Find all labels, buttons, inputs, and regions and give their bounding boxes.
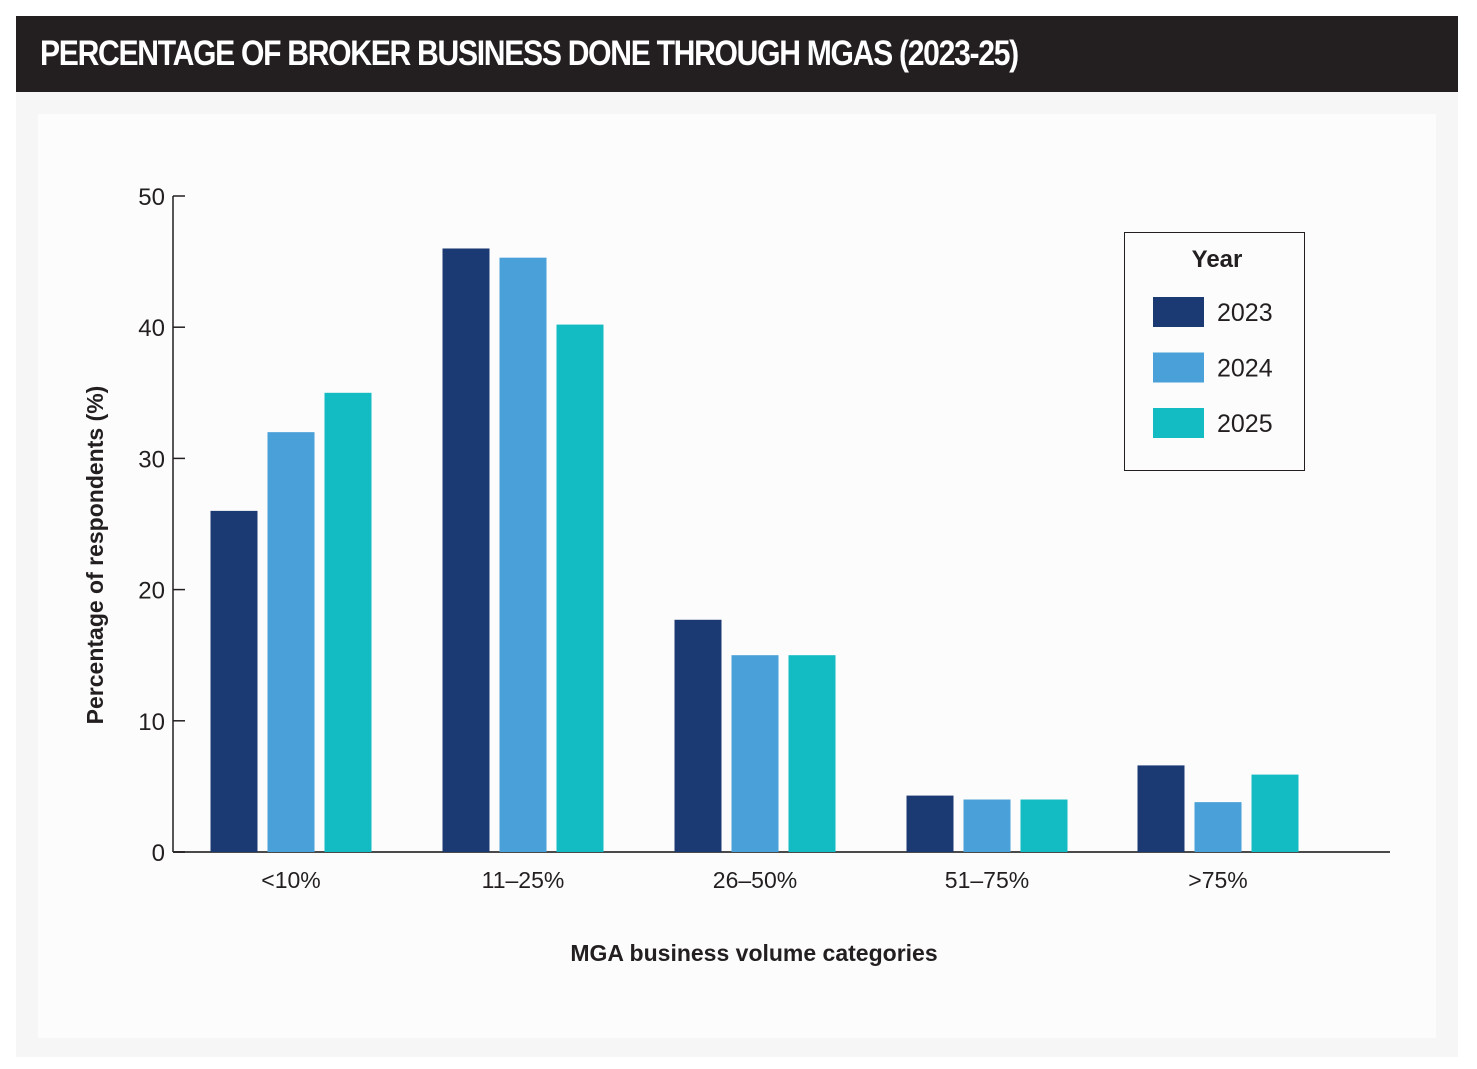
- x-tick-label: <10%: [261, 867, 320, 893]
- bar-2025-2: [788, 655, 836, 852]
- bar-2024-3: [963, 799, 1011, 852]
- y-axis-title: Percentage of respondents (%): [82, 386, 108, 725]
- bar-2023-0: [210, 510, 258, 852]
- legend-label-2023: 2023: [1217, 299, 1273, 327]
- legend-label-2024: 2024: [1217, 355, 1273, 383]
- legend-swatch-2023: [1153, 297, 1204, 327]
- y-tick-label: 10: [138, 709, 165, 736]
- bar-2024-2: [731, 655, 779, 852]
- bar-2023-3: [906, 795, 954, 852]
- legend-swatch-2024: [1153, 352, 1204, 383]
- y-tick-label: 40: [138, 315, 165, 342]
- legend-label-2025: 2025: [1217, 410, 1273, 438]
- legend-title: Year: [1192, 246, 1243, 273]
- x-axis-title: MGA business volume categories: [570, 940, 937, 966]
- bar-2025-1: [556, 324, 604, 852]
- x-tick-labels: <10% 11–25% 26–50% 51–75% >75%: [261, 867, 1247, 893]
- bar-2023-4: [1137, 765, 1185, 852]
- x-tick-label: 51–75%: [945, 867, 1029, 893]
- bar-2025-3: [1020, 799, 1068, 852]
- x-tick-label: 11–25%: [482, 867, 565, 893]
- chart-title: PERCENTAGE OF BROKER BUSINESS DONE THROU…: [40, 34, 1019, 73]
- bar-2024-1: [499, 257, 547, 852]
- bars: [210, 248, 1299, 853]
- y-tick-label: 50: [138, 184, 165, 211]
- y-tick-label: 30: [138, 446, 165, 473]
- y-tick-label: 0: [152, 840, 165, 867]
- x-tick-label: >75%: [1188, 867, 1247, 893]
- x-tick-label: 26–50%: [713, 867, 797, 893]
- bar-2024-0: [267, 432, 315, 852]
- bar-2023-2: [674, 619, 722, 852]
- bar-2024-4: [1194, 802, 1242, 852]
- legend-swatch-2025: [1153, 408, 1204, 438]
- axes: 0 10 20 30 40 50: [138, 184, 1390, 867]
- legend: Year 2023 2024 2025: [1124, 232, 1305, 471]
- header-bar: PERCENTAGE OF BROKER BUSINESS DONE THROU…: [16, 16, 1458, 92]
- y-tick-label: 20: [138, 578, 165, 605]
- bar-2025-4: [1251, 774, 1299, 852]
- bar-2023-1: [442, 248, 490, 853]
- bar-2025-0: [324, 392, 372, 852]
